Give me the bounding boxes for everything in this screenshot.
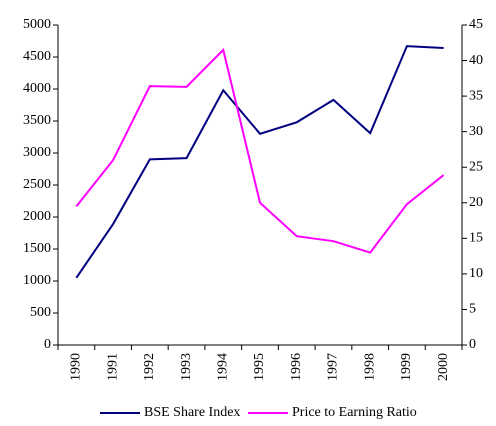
y2-tick-label: 40	[469, 53, 483, 68]
x-tick-label: 1995	[252, 353, 267, 381]
y2-tick-label: 5	[469, 302, 476, 317]
x-tick-label: 1992	[142, 353, 157, 381]
y2-tick-label: 10	[469, 266, 483, 281]
x-tick-label: 1991	[105, 353, 120, 381]
legend-label: BSE Share Index	[144, 405, 240, 420]
y-tick-label: 0	[44, 337, 51, 352]
x-tick-label: 1999	[399, 353, 414, 381]
x-tick-label: 1997	[326, 353, 341, 381]
y-tick-label: 4000	[23, 81, 51, 96]
y2-tick-label: 30	[469, 124, 483, 139]
y-tick-label: 2500	[23, 177, 51, 192]
y2-tick-label: 15	[469, 231, 483, 246]
y-tick-label: 1500	[23, 241, 51, 256]
series-line	[75, 47, 445, 254]
y-tick-label: 5000	[23, 17, 51, 32]
legend-label: Price to Earning Ratio	[292, 405, 417, 420]
y-tick-label: 3000	[23, 145, 51, 160]
y2-tick-label: 20	[469, 195, 483, 210]
x-tick-label: 1996	[289, 353, 304, 381]
x-tick-label: 1994	[215, 353, 230, 381]
y2-tick-label: 0	[469, 337, 476, 352]
x-tick-label: 1998	[362, 353, 377, 381]
y-tick-label: 2000	[23, 209, 51, 224]
y-tick-label: 1000	[23, 273, 51, 288]
y-tick-label: 500	[30, 305, 51, 320]
series-line	[75, 45, 444, 279]
y-tick-label: 3500	[23, 113, 51, 128]
x-tick-label: 1993	[179, 353, 194, 381]
x-tick-label: 2000	[436, 353, 451, 381]
x-tick-label: 1990	[69, 353, 84, 381]
y-tick-label: 4500	[23, 49, 51, 64]
y2-tick-label: 45	[469, 17, 483, 32]
y2-tick-label: 25	[469, 159, 483, 174]
y2-tick-label: 35	[469, 88, 483, 103]
